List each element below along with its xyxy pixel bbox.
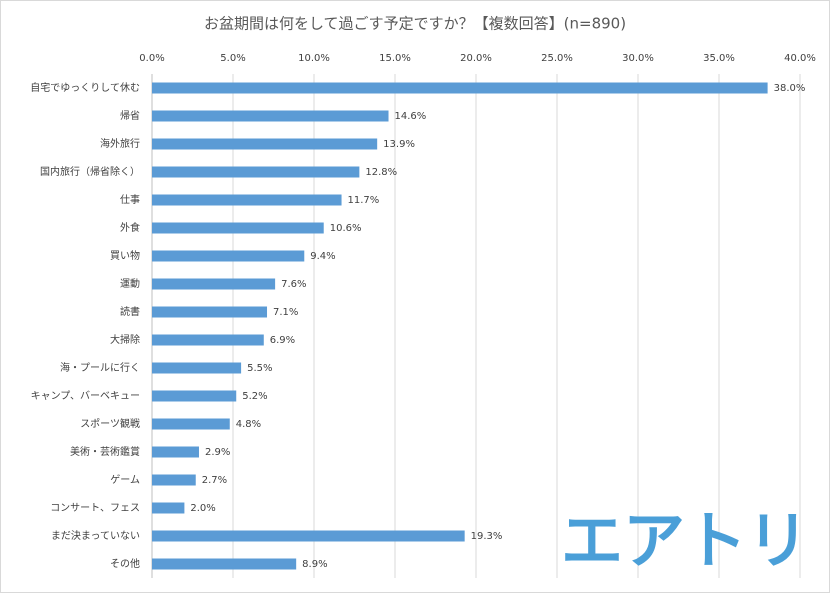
bar xyxy=(152,390,237,402)
y-tick-label: 国内旅行（帰省除く） xyxy=(40,165,140,178)
bar xyxy=(152,334,264,346)
y-tick-label: 自宅でゆっくりして休む xyxy=(30,81,140,94)
value-label: 14.6% xyxy=(395,111,427,122)
value-label: 13.9% xyxy=(383,139,415,150)
bar xyxy=(152,166,360,178)
y-tick-label: キャンプ、バーベキュー xyxy=(31,390,140,402)
bar xyxy=(152,418,230,430)
y-tick-label: 仕事 xyxy=(120,193,140,206)
y-tick-label: まだ決まっていない xyxy=(51,530,140,542)
value-label: 5.2% xyxy=(242,391,267,402)
bar xyxy=(152,530,465,542)
value-label: 5.5% xyxy=(247,363,272,374)
bar xyxy=(152,194,342,206)
y-tick-label: その他 xyxy=(110,557,140,570)
y-tick-label: 美術・芸術鑑賞 xyxy=(70,445,140,458)
value-label: 11.7% xyxy=(348,195,380,206)
value-label: 19.3% xyxy=(471,531,503,542)
bar xyxy=(152,278,276,290)
value-label: 38.0% xyxy=(774,83,806,94)
value-label: 2.7% xyxy=(202,475,227,486)
logo: エアトリ xyxy=(561,504,809,577)
value-label: 9.4% xyxy=(310,251,335,262)
bar xyxy=(152,110,389,122)
bar xyxy=(152,446,199,458)
value-label: 2.0% xyxy=(190,503,215,514)
bar xyxy=(152,502,185,514)
y-tick-label: コンサート、フェス xyxy=(50,502,140,514)
x-tick-label: 30.0% xyxy=(622,53,654,64)
y-tick-label: 読書 xyxy=(120,305,140,318)
y-tick-label: 運動 xyxy=(120,277,140,290)
y-tick-label: ゲーム xyxy=(110,474,140,486)
y-tick-label: 外食 xyxy=(120,221,140,234)
value-label: 6.9% xyxy=(270,335,295,346)
y-tick-label: 大掃除 xyxy=(110,333,140,346)
x-tick-label: 20.0% xyxy=(460,53,492,64)
bar xyxy=(152,558,297,570)
bar xyxy=(152,362,242,374)
value-label: 2.9% xyxy=(205,447,230,458)
bar xyxy=(152,474,196,486)
value-label: 8.9% xyxy=(302,559,327,570)
y-tick-label: スポーツ観戦 xyxy=(80,417,140,430)
x-tick-label: 10.0% xyxy=(298,53,330,64)
chart-title: お盆期間は何をして過ごす予定ですか？【複数回答】(n=890) xyxy=(204,15,626,33)
y-tick-label: 帰省 xyxy=(120,109,140,122)
x-tick-label: 40.0% xyxy=(784,53,816,64)
y-tick-label: 買い物 xyxy=(110,249,140,262)
bar xyxy=(152,138,378,150)
x-tick-label: 15.0% xyxy=(379,53,411,64)
value-label: 7.6% xyxy=(281,279,306,290)
bar xyxy=(152,306,268,318)
x-tick-label: 0.0% xyxy=(139,53,164,64)
x-tick-label: 35.0% xyxy=(703,53,735,64)
bar xyxy=(152,82,768,94)
x-tick-label: 5.0% xyxy=(220,53,245,64)
y-tick-label: 海外旅行 xyxy=(100,137,140,150)
bar xyxy=(152,250,305,262)
value-label: 10.6% xyxy=(330,223,362,234)
bar xyxy=(152,222,324,234)
x-tick-label: 25.0% xyxy=(541,53,573,64)
value-label: 4.8% xyxy=(236,419,261,430)
y-tick-label: 海・プールに行く xyxy=(60,361,140,374)
value-label: 7.1% xyxy=(273,307,298,318)
value-label: 12.8% xyxy=(365,167,397,178)
